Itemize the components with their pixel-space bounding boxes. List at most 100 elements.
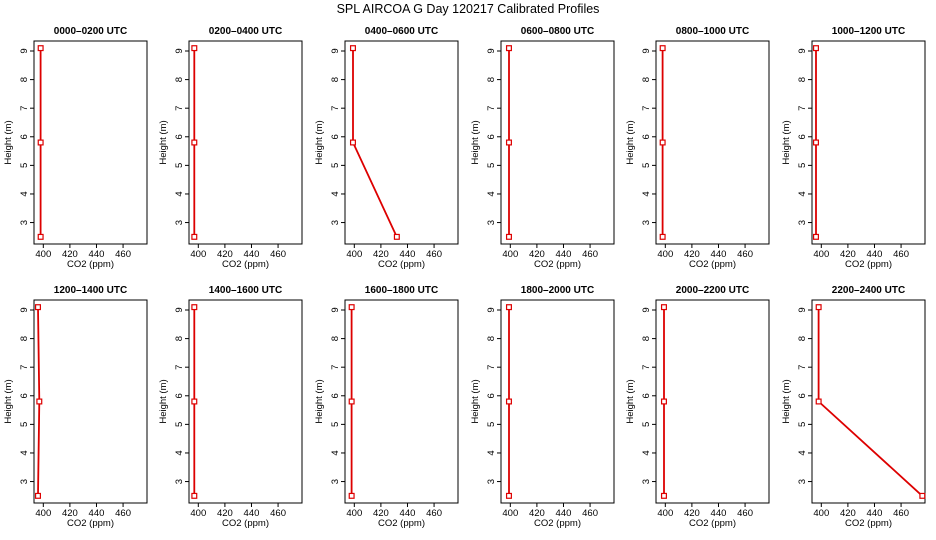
data-point (505, 233, 512, 240)
x-tick-label: 400 (346, 508, 362, 519)
panel-title: 2200–2400 UTC (832, 285, 905, 296)
x-tick-label: 460 (115, 508, 131, 519)
data-point (660, 492, 667, 499)
profile-panel: 2200–2400 UTC 400 420 440 460 3 4 5 6 7 8 9 CO2 (ppm… (781, 285, 926, 529)
y-tick-label: 8 (19, 336, 30, 341)
x-tick-label: 420 (217, 249, 233, 260)
y-tick-label: 3 (330, 479, 341, 484)
x-tick-label: 440 (556, 249, 572, 260)
y-tick-label: 7 (174, 365, 185, 370)
x-axis-label: CO2 (ppm) (67, 259, 114, 270)
y-tick-label: 9 (797, 48, 808, 53)
y-tick-label: 6 (19, 393, 30, 398)
data-point (191, 233, 198, 240)
data-point (191, 398, 198, 405)
data-point (37, 45, 44, 52)
x-tick-label: 460 (582, 249, 598, 260)
x-tick-label: 420 (529, 249, 545, 260)
y-tick-label: 8 (797, 77, 808, 82)
profile-panel: 1600–1800 UTC 400 420 440 460 3 4 5 6 7 8 9 CO2 (ppm… (314, 285, 459, 529)
data-point (815, 398, 822, 405)
data-point (34, 304, 41, 311)
plot-frame (33, 40, 148, 245)
profile-panel: 0800–1000 UTC 400 420 440 460 3 4 5 6 7 8 9 CO2 (ppm… (625, 26, 770, 270)
plot-frame (811, 40, 926, 245)
x-tick-label: 400 (657, 249, 673, 260)
y-axis-label: Height (m) (470, 120, 481, 164)
y-tick-label: 4 (330, 450, 341, 455)
profile-line (817, 307, 923, 497)
y-axis-label: Height (m) (781, 120, 792, 164)
data-point (812, 139, 819, 146)
y-tick-label: 4 (19, 450, 30, 455)
y-tick-label: 7 (486, 106, 497, 111)
y-tick-label: 7 (486, 365, 497, 370)
y-tick-label: 3 (174, 479, 185, 484)
x-tick-label: 420 (529, 508, 545, 519)
panel-title: 1800–2000 UTC (521, 285, 594, 296)
x-tick-label: 420 (373, 508, 389, 519)
panel-title: 0400–0600 UTC (365, 26, 438, 37)
y-tick-label: 9 (641, 48, 652, 53)
y-tick-label: 4 (19, 191, 30, 196)
y-tick-label: 6 (797, 393, 808, 398)
y-tick-label: 4 (174, 450, 185, 455)
x-axis-label: CO2 (ppm) (222, 259, 269, 270)
x-tick-label: 440 (89, 249, 105, 260)
y-tick-label: 4 (641, 191, 652, 196)
x-tick-label: 440 (400, 508, 416, 519)
y-tick-label: 5 (330, 163, 341, 168)
x-axis-label: CO2 (ppm) (845, 518, 892, 529)
y-tick-label: 3 (330, 220, 341, 225)
data-point (34, 492, 41, 499)
y-tick-label: 6 (641, 134, 652, 139)
profile-panel: 0600–0800 UTC 400 420 440 460 3 4 5 6 7 8 9 CO2 (ppm… (470, 26, 615, 270)
y-axis-label: Height (m) (158, 120, 169, 164)
x-tick-label: 420 (684, 249, 700, 260)
data-point (37, 233, 44, 240)
y-tick-label: 6 (330, 134, 341, 139)
y-tick-label: 9 (19, 307, 30, 312)
y-tick-label: 4 (174, 191, 185, 196)
y-tick-label: 4 (486, 191, 497, 196)
data-point (349, 45, 356, 52)
y-tick-label: 8 (174, 336, 185, 341)
x-tick-label: 400 (502, 249, 518, 260)
panel-title: 1200–1400 UTC (54, 285, 127, 296)
data-point (191, 304, 198, 311)
x-tick-label: 400 (813, 508, 829, 519)
y-tick-label: 7 (641, 365, 652, 370)
y-tick-label: 5 (641, 163, 652, 168)
data-point (505, 139, 512, 146)
y-tick-label: 6 (174, 393, 185, 398)
y-tick-label: 8 (486, 77, 497, 82)
y-tick-label: 5 (19, 422, 30, 427)
y-tick-label: 4 (797, 450, 808, 455)
data-point (659, 139, 666, 146)
x-tick-label: 440 (556, 508, 572, 519)
panel-title: 1600–1800 UTC (365, 285, 438, 296)
y-tick-label: 5 (19, 163, 30, 168)
y-tick-label: 4 (797, 191, 808, 196)
figure-title: SPL AIRCOA G Day 120217 Calibrated Profi… (337, 2, 600, 16)
y-axis-label: Height (m) (3, 120, 14, 164)
y-axis-label: Height (m) (314, 379, 325, 423)
y-tick-label: 8 (174, 77, 185, 82)
panel-title: 2000–2200 UTC (676, 285, 749, 296)
y-tick-label: 9 (486, 48, 497, 53)
x-tick-label: 440 (867, 249, 883, 260)
panel-title: 1000–1200 UTC (832, 26, 905, 37)
plot-frame (188, 40, 303, 245)
x-tick-label: 420 (62, 249, 78, 260)
y-tick-label: 5 (797, 422, 808, 427)
panel-title: 0800–1000 UTC (676, 26, 749, 37)
data-point (505, 45, 512, 52)
data-point (659, 233, 666, 240)
x-tick-label: 400 (813, 249, 829, 260)
x-axis-label: CO2 (ppm) (378, 259, 425, 270)
data-point (349, 139, 356, 146)
y-tick-label: 8 (330, 77, 341, 82)
x-tick-label: 460 (426, 249, 442, 260)
x-tick-label: 460 (737, 249, 753, 260)
